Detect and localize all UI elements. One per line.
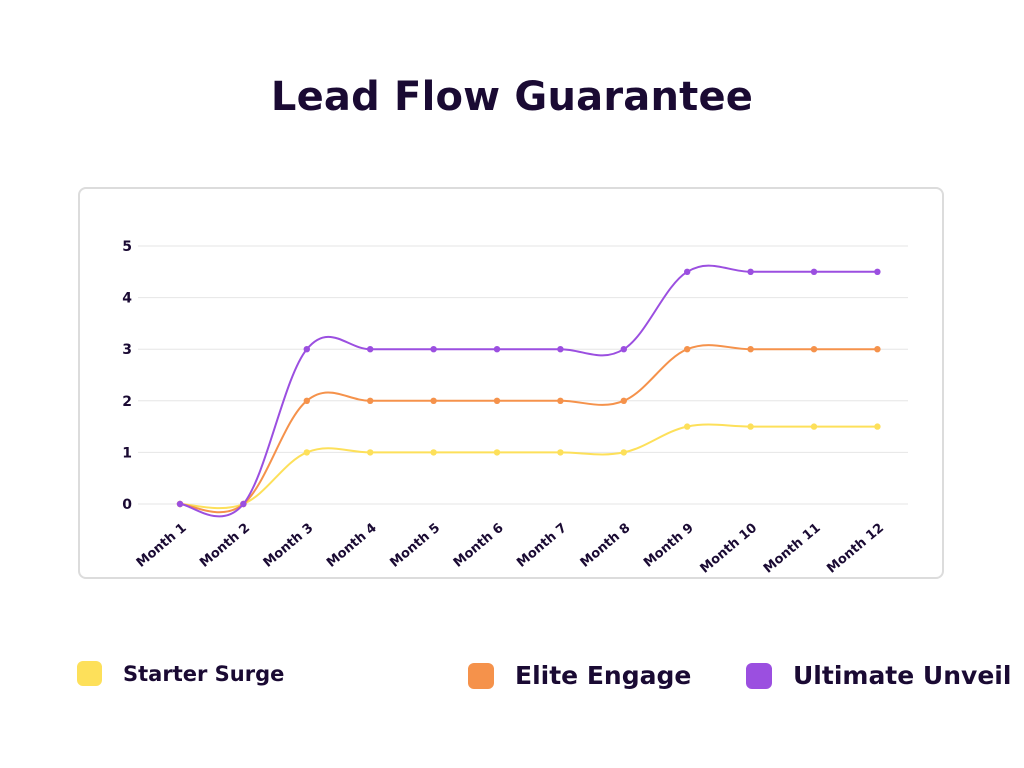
- legend-item-elite-engage: Elite Engage: [468, 661, 691, 690]
- data-point: [303, 449, 310, 456]
- series-line-2: [179, 264, 878, 518]
- x-tick-label: Month 9: [641, 521, 697, 571]
- data-point: [240, 500, 247, 508]
- series-line-0: [179, 423, 878, 510]
- legend-label-elite-engage: Elite Engage: [515, 661, 692, 690]
- data-point: [747, 346, 754, 353]
- data-point: [810, 268, 818, 275]
- data-point: [367, 397, 374, 404]
- legend-item-ultimate-unveil: Ultimate Unveil: [746, 661, 1011, 690]
- x-tick-label: Month 10: [698, 521, 761, 577]
- y-tick-label: 1: [122, 445, 132, 461]
- x-tick-label: Month 8: [578, 521, 634, 571]
- data-point: [557, 449, 564, 456]
- y-tick-label: 3: [122, 342, 132, 358]
- x-tick-label: Month 11: [761, 521, 824, 577]
- data-point: [367, 449, 374, 456]
- legend-item-starter-surge: Starter Surge: [77, 661, 284, 686]
- data-point: [684, 346, 691, 353]
- x-tick-label: Month 6: [451, 521, 507, 571]
- data-point: [367, 346, 374, 353]
- x-tick-label: Month 1: [134, 521, 190, 571]
- data-point: [684, 423, 691, 430]
- data-point: [430, 397, 437, 404]
- data-point: [747, 423, 754, 430]
- data-point: [493, 449, 501, 456]
- y-tick-label: 2: [122, 394, 132, 410]
- data-point: [557, 346, 564, 353]
- data-point: [747, 268, 754, 275]
- data-point: [874, 268, 881, 275]
- data-point: [620, 346, 627, 353]
- data-point: [493, 397, 501, 404]
- y-tick-label: 4: [122, 291, 132, 307]
- page-title: Lead Flow Guarantee: [270, 74, 754, 120]
- data-point: [430, 449, 437, 456]
- series-line-1: [179, 344, 878, 514]
- legend-label-starter-surge: Starter Surge: [123, 661, 285, 686]
- legend-swatch-ultimate-unveil: [746, 662, 772, 689]
- x-tick-label: Month 3: [261, 521, 317, 571]
- x-tick-label: Month 2: [197, 521, 253, 571]
- y-tick-label: 5: [122, 239, 132, 255]
- x-tick-label: Month 5: [387, 521, 443, 571]
- data-point: [684, 268, 691, 275]
- data-point: [874, 346, 881, 353]
- chart-card: 0 1 2 3 4 5 Month 1 Month 2 Month 3 Month 4 Month …: [78, 187, 944, 579]
- data-point: [303, 397, 310, 404]
- data-point: [810, 423, 818, 430]
- data-point: [176, 500, 184, 508]
- legend-swatch-elite-engage: [468, 662, 494, 689]
- data-point: [303, 346, 310, 353]
- data-point: [810, 346, 818, 353]
- y-tick-label: 0: [122, 497, 132, 513]
- x-tick-label: Month 4: [324, 521, 380, 571]
- data-point: [874, 423, 881, 430]
- data-point: [620, 397, 627, 404]
- x-tick-label: Month 7: [514, 521, 570, 571]
- data-point: [430, 346, 437, 353]
- data-point: [557, 397, 564, 404]
- x-tick-label: Month 12: [824, 521, 887, 577]
- data-point: [620, 449, 627, 456]
- legend-label-ultimate-unveil: Ultimate Unveil: [793, 661, 1012, 690]
- legend-swatch-starter-surge: [77, 661, 102, 686]
- data-point: [493, 346, 501, 353]
